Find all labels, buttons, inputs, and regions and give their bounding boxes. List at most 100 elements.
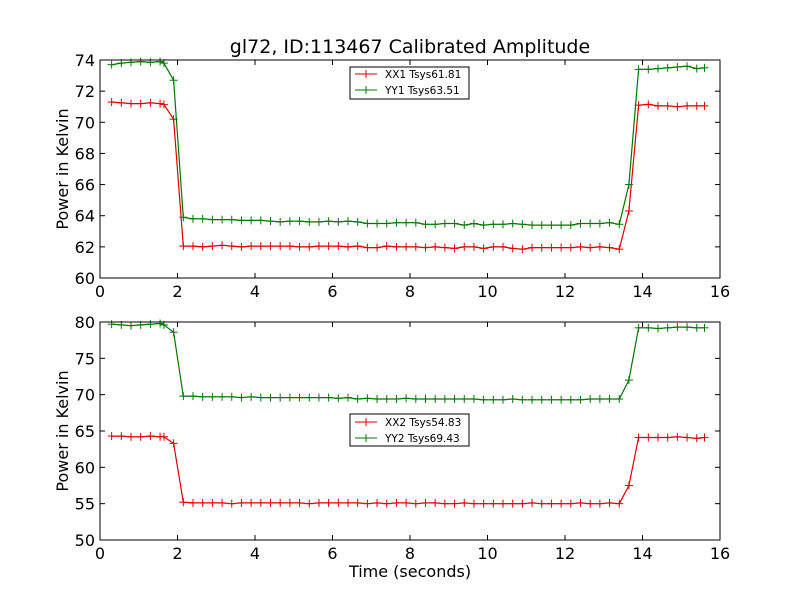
bottom-data-point [634, 323, 643, 332]
bottom-data-point [117, 432, 126, 441]
bottom-data-point [344, 498, 352, 507]
bottom-data-point [605, 498, 614, 507]
bottom-data-point [421, 498, 430, 507]
top-legend-label-xx1: XX1 Tsys61.81 [385, 69, 461, 81]
bottom-ytick-label: 70 [75, 386, 95, 405]
bottom-data-point [295, 393, 304, 402]
bottom-data-point [586, 395, 595, 404]
bottom-data-point [450, 499, 459, 508]
bottom-xtick-label: 8 [405, 544, 415, 563]
bottom-legend-box [349, 413, 470, 447]
top-data-point [285, 242, 294, 251]
top-data-point [344, 242, 352, 251]
bottom-data-point [146, 432, 155, 441]
top-data-point [644, 65, 653, 74]
top-data-point [654, 64, 662, 73]
bottom-data-point [547, 499, 556, 508]
bottom-data-point [537, 395, 546, 404]
bottom-data-point [683, 323, 692, 332]
top-data-point [576, 219, 585, 228]
top-xtick-label: 10 [477, 282, 497, 301]
bottom-data-point [654, 433, 662, 442]
top-data-point [537, 243, 546, 252]
top-data-point [673, 102, 682, 111]
top-data-point [431, 220, 440, 229]
top-data-point [402, 218, 411, 227]
bottom-data-point [363, 394, 372, 403]
bottom-data-point [402, 394, 411, 403]
top-data-point [624, 180, 633, 189]
top-data-point [421, 243, 430, 252]
bottom-data-point [644, 433, 653, 442]
bottom-data-point [431, 498, 440, 507]
top-data-point [107, 98, 116, 107]
top-data-point [518, 245, 527, 254]
bottom-data-point [663, 323, 672, 332]
bottom-data-point [314, 393, 323, 402]
top-data-point [392, 242, 401, 251]
top-legend-entry-yy1: YY1 Tsys63.51 [355, 85, 460, 97]
bottom-data-point [334, 498, 343, 507]
top-data-point [615, 220, 624, 229]
bottom-data-point [373, 395, 382, 404]
top-data-point [469, 242, 478, 251]
bottom-data-point [136, 432, 145, 441]
top-data-point [247, 242, 256, 251]
top-series-yy [107, 57, 709, 230]
top-data-point [392, 218, 401, 227]
top-data-point [189, 242, 197, 251]
bottom-data-point [469, 395, 478, 404]
top-data-point [314, 242, 323, 251]
bottom-data-point [431, 395, 440, 404]
bottom-data-point [247, 498, 256, 507]
top-data-point [276, 242, 285, 251]
top-data-point [117, 98, 126, 107]
top-data-point [156, 57, 165, 66]
top-data-point [237, 216, 246, 225]
bottom-data-point [547, 395, 556, 404]
bottom-legend-label-yy2: YY2 Tsys69.43 [384, 433, 460, 445]
bottom-data-point [127, 321, 135, 330]
bottom-data-point [615, 395, 624, 404]
top-data-point [169, 76, 178, 85]
bottom-data-point [566, 499, 575, 508]
top-data-point [218, 241, 227, 250]
top-data-point [285, 217, 294, 226]
top-data-point [528, 243, 537, 252]
bottom-data-point [440, 499, 449, 508]
bottom-data-point [576, 498, 585, 507]
bottom-data-point [460, 395, 469, 404]
top-data-point [411, 218, 420, 227]
top-ytick-label: 64 [75, 207, 95, 226]
top-data-point [673, 63, 682, 72]
top-ytick-label: 60 [75, 269, 95, 288]
bottom-data-point [479, 395, 488, 404]
bottom-data-point [595, 499, 604, 508]
bottom-y-axis-label: Power in Kelvin [53, 370, 72, 491]
bottom-xtick-label: 14 [632, 544, 652, 563]
bottom-ytick-label: 80 [75, 313, 95, 332]
bottom-xtick-label: 16 [710, 544, 730, 563]
top-data-point [373, 243, 382, 252]
top-data-point [353, 217, 362, 226]
bottom-data-point [285, 393, 294, 402]
top-data-point [644, 100, 653, 109]
bottom-data-point [208, 392, 217, 401]
bottom-data-point [305, 393, 314, 402]
bottom-data-point [237, 393, 246, 402]
bottom-data-point [227, 392, 236, 401]
top-data-point [324, 242, 333, 251]
top-data-point [586, 219, 595, 228]
top-data-point [634, 65, 643, 74]
top-data-point [557, 243, 566, 252]
top-data-point [576, 242, 585, 251]
bottom-data-point [663, 433, 672, 442]
bottom-data-point [460, 498, 469, 507]
bottom-data-point [402, 498, 411, 507]
top-data-point [411, 242, 420, 251]
bottom-data-point [353, 395, 362, 404]
bottom-data-point [508, 395, 517, 404]
top-data-point [692, 64, 701, 73]
bottom-data-point [499, 395, 507, 404]
